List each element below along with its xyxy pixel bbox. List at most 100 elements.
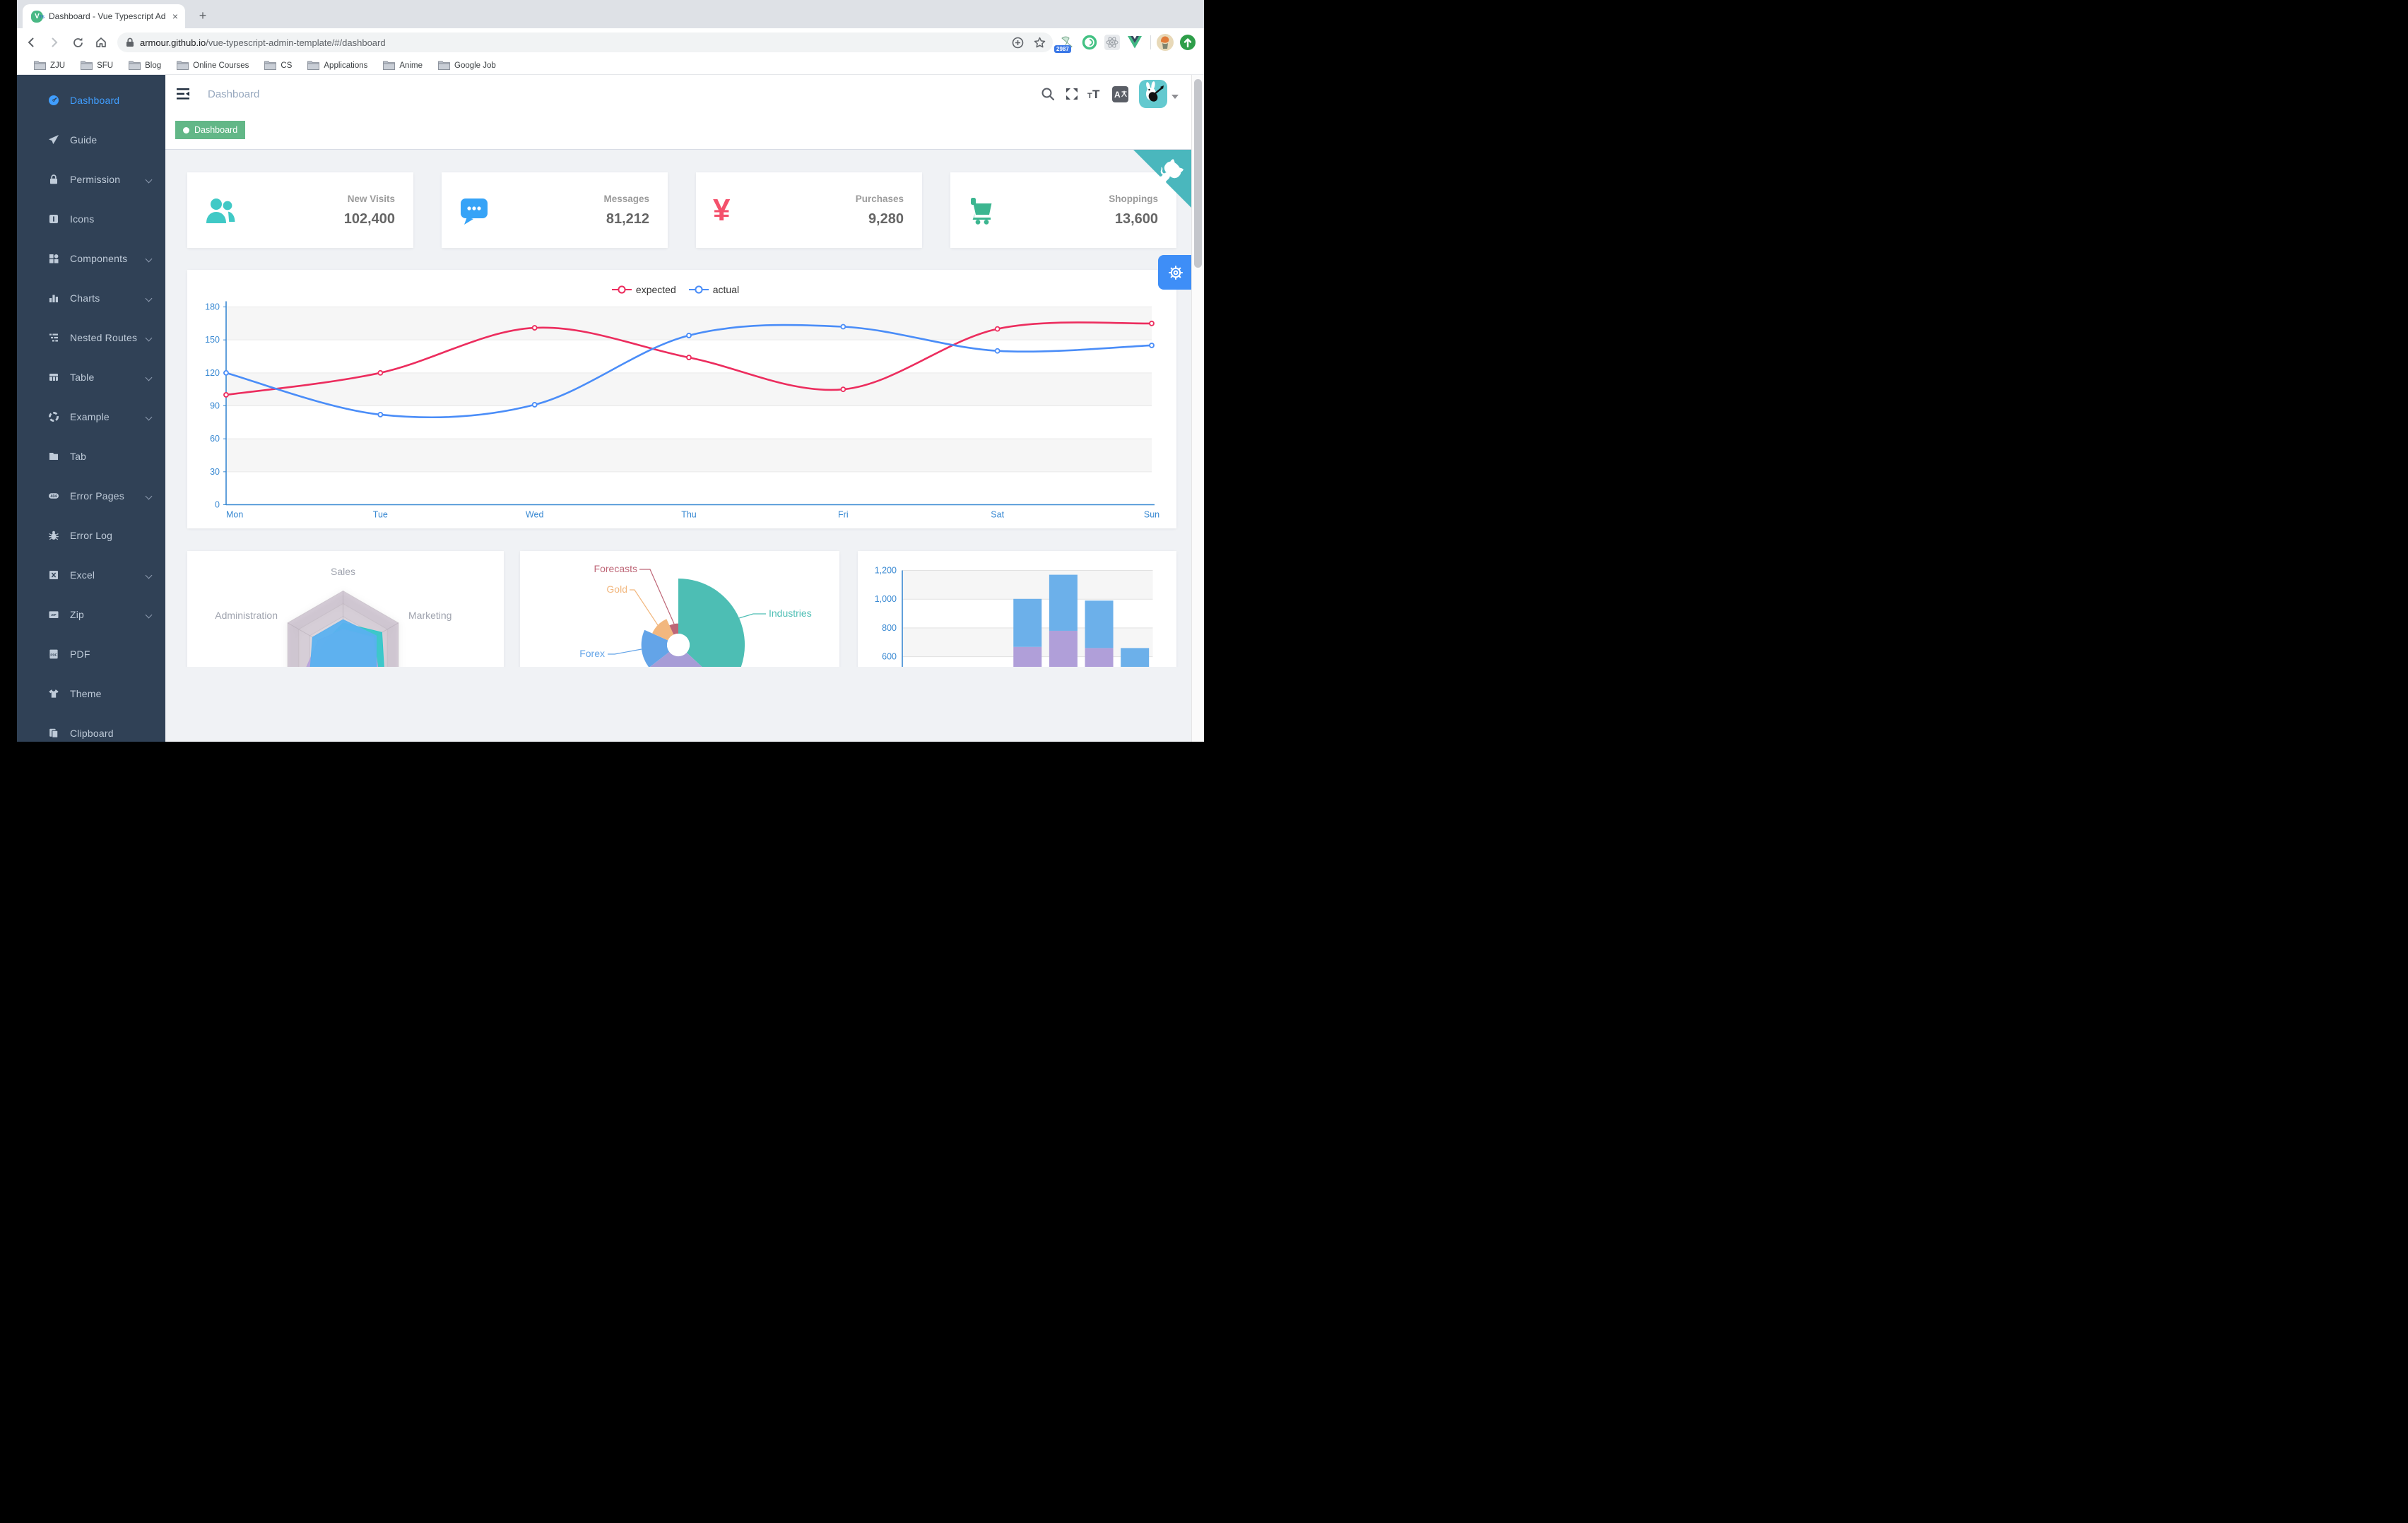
sidebar-item-label: Theme — [70, 688, 102, 699]
profile-avatar[interactable] — [1157, 34, 1174, 51]
bookmark-google-job[interactable]: Google Job — [438, 61, 496, 70]
reload-icon[interactable] — [69, 33, 87, 52]
extension-vue-icon[interactable] — [1126, 34, 1143, 51]
sidebar-item-theme[interactable]: Theme — [17, 674, 165, 713]
stat-card-purchases[interactable]: ¥ Purchases 9,280 — [696, 172, 922, 248]
sidebar-item-label: Icons — [70, 213, 95, 225]
stat-card-label: New Visits — [347, 193, 395, 204]
bookmark-blog[interactable]: Blog — [129, 61, 161, 70]
svg-text:Sales: Sales — [331, 566, 355, 577]
svg-text:ZIP: ZIP — [51, 613, 56, 617]
tag-dashboard[interactable]: Dashboard — [175, 121, 246, 139]
sidebar-item-label: Clipboard — [70, 728, 114, 739]
stat-card-value: 9,280 — [868, 211, 904, 227]
home-icon[interactable] — [92, 33, 110, 52]
svg-text:0: 0 — [215, 500, 220, 510]
toolbar-divider — [1150, 35, 1151, 49]
sidebar-item-label: Components — [70, 253, 128, 264]
bookmark-cs[interactable]: CS — [264, 61, 292, 70]
folder-icon — [264, 61, 277, 70]
github-corner-icon[interactable] — [1133, 150, 1191, 208]
chevron-down-icon — [145, 374, 153, 381]
sidebar-item-dashboard[interactable]: Dashboard — [17, 81, 165, 120]
sidebar-item-permission[interactable]: Permission — [17, 160, 165, 199]
stat-card-new-visits[interactable]: New Visits 102,400 — [187, 172, 413, 248]
svg-text:A: A — [1114, 90, 1121, 100]
zip-icon: ZIP — [49, 611, 59, 618]
sidebar-item-nested-routes[interactable]: Nested Routes — [17, 318, 165, 357]
legend-item-actual[interactable]: actual — [688, 284, 739, 295]
url-bar[interactable]: armour.github.io/vue-typescript-admin-te… — [117, 32, 1053, 52]
sidebar-item-charts[interactable]: Charts — [17, 278, 165, 318]
chevron-down-icon — [145, 611, 153, 618]
bookmark-star-icon[interactable] — [1034, 37, 1046, 49]
message-icon — [459, 196, 490, 225]
settings-gear-button[interactable] — [1158, 255, 1191, 290]
svg-text:Mon: Mon — [226, 510, 243, 520]
fullscreen-icon[interactable] — [1061, 83, 1082, 105]
upload-circle-icon[interactable] — [1179, 34, 1196, 51]
hamburger-icon[interactable] — [177, 88, 189, 100]
sidebar-item-excel[interactable]: Excel — [17, 555, 165, 595]
avatar-caret-icon[interactable] — [1171, 95, 1179, 99]
back-icon[interactable] — [22, 33, 40, 52]
forward-icon[interactable] — [45, 33, 64, 52]
translate-icon[interactable]: A — [1109, 83, 1131, 105]
extension-badge: 2987 — [1054, 45, 1071, 53]
extension-vane-icon[interactable]: 2987 — [1054, 34, 1075, 53]
browser-tab[interactable]: V TS Dashboard - Vue Typescript Ad × — [23, 4, 185, 28]
sidebar-item-label: Charts — [70, 292, 100, 304]
bar-chart-panel: 2004006008001,0001,200MonTueWedThuFriSat… — [858, 551, 1176, 667]
sidebar-item-pdf[interactable]: PDF PDF — [17, 634, 165, 674]
stat-card-shoppings[interactable]: Shoppings 13,600 — [950, 172, 1176, 248]
scrollbar-thumb[interactable] — [1194, 79, 1202, 268]
plus-circle-icon[interactable] — [1012, 37, 1024, 49]
stat-card-messages[interactable]: Messages 81,212 — [442, 172, 668, 248]
svg-text:150: 150 — [205, 335, 220, 345]
sidebar-item-guide[interactable]: Guide — [17, 120, 165, 160]
svg-text:Fri: Fri — [838, 510, 849, 520]
stat-card-value: 81,212 — [606, 211, 649, 227]
bookmark-anime[interactable]: Anime — [383, 61, 423, 70]
sidebar-item-example[interactable]: Example — [17, 397, 165, 437]
sidebar-item-error-log[interactable]: Error Log — [17, 516, 165, 555]
sidebar-item-label: Table — [70, 372, 95, 383]
user-avatar[interactable] — [1139, 80, 1167, 108]
nested-icon — [49, 333, 58, 342]
sidebar-item-zip[interactable]: ZIP Zip — [17, 595, 165, 634]
new-tab-button[interactable]: + — [199, 8, 207, 23]
extension-ring-icon[interactable] — [1081, 34, 1098, 51]
sidebar-item-icons[interactable]: Icons — [17, 199, 165, 239]
line-chart-panel: expected actual 0 30 60 90 120 150 180 Mon Tue Wed… — [187, 270, 1176, 528]
legend-item-expected[interactable]: expected — [611, 284, 676, 295]
bug-icon — [49, 531, 59, 540]
sidebar: Dashboard Guide Permission Icons Components C… — [17, 75, 165, 742]
people-icon — [204, 196, 237, 225]
chevron-down-icon — [145, 176, 153, 183]
sidebar-item-components[interactable]: Components — [17, 239, 165, 278]
page-scrollbar[interactable] — [1191, 75, 1204, 742]
sidebar-item-label: Error Pages — [70, 490, 124, 502]
sidebar-item-clipboard[interactable]: Clipboard — [17, 713, 165, 742]
chevron-down-icon — [145, 413, 153, 420]
bookmark-online-courses[interactable]: Online Courses — [177, 61, 249, 70]
sidebar-item-tab[interactable]: Tab — [17, 437, 165, 476]
browser-toolbar: armour.github.io/vue-typescript-admin-te… — [17, 28, 1204, 57]
tab-close-icon[interactable]: × — [172, 11, 178, 22]
sidebar-item-table[interactable]: Table — [17, 357, 165, 397]
svg-text:PDF: PDF — [50, 653, 57, 656]
pdf-icon: PDF — [49, 649, 58, 659]
bookmark-sfu[interactable]: SFU — [81, 61, 113, 70]
search-icon[interactable] — [1037, 83, 1058, 105]
extension-react-icon[interactable] — [1104, 34, 1121, 51]
sidebar-item-label: Example — [70, 411, 110, 422]
sidebar-item-label: Dashboard — [70, 95, 120, 106]
sidebar-item-error-pages[interactable]: 404 Error Pages — [17, 476, 165, 516]
bookmark-applications[interactable]: Applications — [307, 61, 367, 70]
sidebar-item-label: Excel — [70, 569, 95, 581]
bookmark-zju[interactable]: ZJU — [34, 61, 65, 70]
chart-icon — [49, 295, 58, 302]
sidebar-item-label: Tab — [70, 451, 87, 462]
breadcrumb[interactable]: Dashboard — [208, 88, 260, 100]
